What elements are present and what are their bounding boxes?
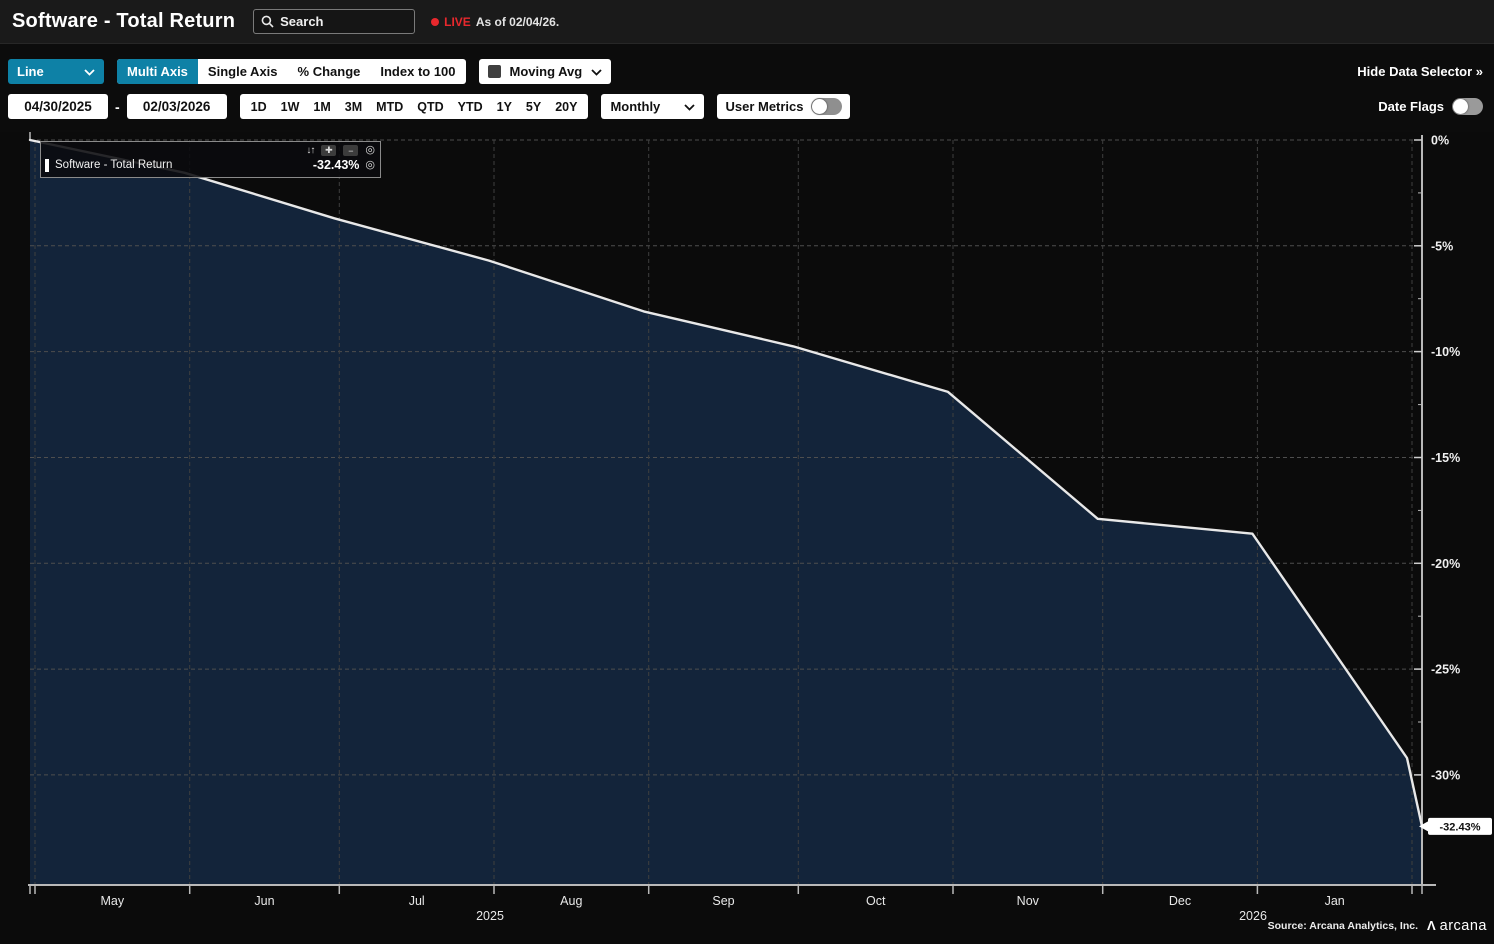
axis-mode-index-to-100[interactable]: Index to 100 — [380, 64, 456, 79]
series-line[interactable] — [28, 138, 1424, 828]
svg-text:-10%: -10% — [1431, 345, 1460, 359]
svg-text:0%: 0% — [1431, 134, 1449, 148]
chart-type-value: Line — [17, 64, 44, 79]
user-metrics-toggle[interactable] — [810, 98, 842, 115]
svg-text:Oct: Oct — [866, 894, 886, 908]
end-date-input[interactable]: 02/03/2026 — [126, 94, 227, 119]
svg-text:-5%: -5% — [1431, 239, 1453, 253]
axis-mode-segmented-control: Multi Axis Single Axis % Change Index to 10… — [117, 59, 466, 84]
date-flags-control: Date Flags — [1378, 98, 1483, 115]
svg-text:Nov: Nov — [1017, 894, 1040, 908]
range-1w[interactable]: 1W — [280, 99, 300, 114]
svg-text:-20%: -20% — [1431, 557, 1460, 571]
svg-text:Jun: Jun — [254, 894, 274, 908]
page-title: Software - Total Return — [12, 10, 236, 32]
series-swatch-icon — [487, 65, 501, 78]
frequency-value: Monthly — [610, 99, 661, 114]
svg-text:-15%: -15% — [1431, 451, 1460, 465]
last-value-flag: -32.43% — [1419, 817, 1492, 835]
axis-mode-multi-axis[interactable]: Multi Axis — [117, 59, 198, 84]
chart-legend: ↓↑ ✚ − ◎ Software - Total Return -32.43%… — [40, 141, 381, 178]
svg-text:May: May — [100, 894, 124, 908]
svg-text:-25%: -25% — [1431, 663, 1460, 677]
legend-series-row[interactable]: Software - Total Return -32.43% ◎ — [45, 157, 375, 173]
svg-text:-30%: -30% — [1431, 768, 1460, 782]
chart-canvas: 0% -5% -10% -15% -20% -25% -30% May Jun Jul Aug Sep… — [28, 132, 1492, 923]
hide-data-selector-button[interactable]: Hide Data Selector » — [1357, 64, 1483, 79]
visibility-all-icon[interactable]: ◎ — [365, 144, 375, 156]
start-date-input[interactable]: 04/30/2025 — [8, 94, 108, 119]
range-1d[interactable]: 1D — [250, 99, 267, 114]
frequency-select[interactable]: Monthly — [601, 94, 705, 119]
user-metrics-control: User Metrics — [717, 94, 850, 119]
range-mtd[interactable]: MTD — [376, 99, 404, 114]
axis-mode-single-axis[interactable]: Single Axis — [207, 64, 278, 79]
header-bar: Software - Total Return Search LIVE As o… — [0, 0, 1494, 44]
chart-area: 0% -5% -10% -15% -20% -25% -30% May Jun Jul Aug Sep… — [0, 132, 1494, 944]
overlay-value: Moving Avg — [509, 64, 583, 79]
toolbar-row-1: Line Multi Axis Single Axis % Change Index … — [8, 59, 612, 84]
chevron-down-icon — [684, 99, 696, 114]
svg-text:Dec: Dec — [1169, 894, 1191, 908]
range-1m[interactable]: 1M — [313, 99, 331, 114]
chart-footer: Source: Arcana Analytics, Inc. Λ arcana — [1268, 919, 1487, 934]
move-icon[interactable]: ✚ — [321, 145, 337, 156]
svg-text:Jan: Jan — [1325, 894, 1345, 908]
as-of-date: As of 02/04/26. — [475, 14, 560, 29]
toolbar-row-2: 04/30/2025 - 02/03/2026 1D 1W 1M 3M MTD QTD YT… — [8, 94, 850, 119]
date-flags-toggle[interactable] — [1452, 98, 1483, 115]
svg-text:Aug: Aug — [560, 894, 582, 908]
range-ytd[interactable]: YTD — [457, 99, 483, 114]
date-flags-label: Date Flags — [1378, 99, 1444, 114]
arcana-brand-name: arcana — [1439, 918, 1487, 934]
series-color-marker — [45, 158, 49, 172]
source-attribution: Source: Arcana Analytics, Inc. — [1267, 920, 1418, 933]
svg-text:Jul: Jul — [409, 894, 425, 908]
search-input[interactable]: Search — [253, 9, 416, 34]
range-3m[interactable]: 3M — [344, 99, 363, 114]
legend-toolbar: ↓↑ ✚ − ◎ — [45, 144, 375, 157]
range-preset-group: 1D 1W 1M 3M MTD QTD YTD 1Y 5Y 20Y — [239, 94, 589, 119]
chart-type-select[interactable]: Line — [8, 59, 104, 84]
svg-text:2026: 2026 — [1239, 909, 1267, 923]
svg-text:2025: 2025 — [476, 909, 504, 923]
live-label: LIVE — [444, 14, 471, 29]
series-value: -32.43% — [312, 158, 360, 172]
range-qtd[interactable]: QTD — [417, 99, 444, 114]
search-icon — [261, 15, 274, 28]
chevron-down-icon — [84, 64, 95, 79]
series-area — [30, 140, 1422, 885]
svg-text:Sep: Sep — [712, 894, 734, 908]
search-placeholder: Search — [280, 14, 324, 29]
arcana-logo: Λ arcana — [1427, 919, 1487, 934]
date-range-separator: - — [115, 98, 120, 115]
range-1y[interactable]: 1Y — [496, 99, 512, 114]
user-metrics-label: User Metrics — [725, 99, 804, 114]
arcana-mark-icon: Λ — [1426, 918, 1436, 933]
svg-text:-32.43%: -32.43% — [1440, 821, 1481, 833]
toggle-knob — [811, 99, 827, 114]
overlay-select[interactable]: Moving Avg — [478, 59, 612, 84]
axis-mode-change[interactable]: % Change — [297, 64, 361, 79]
sort-icon[interactable]: ↓↑ — [306, 144, 315, 156]
toggle-knob — [1453, 99, 1468, 114]
chevron-down-icon — [591, 64, 602, 79]
minimize-icon[interactable]: − — [343, 145, 359, 156]
series-name: Software - Total Return — [55, 159, 173, 171]
range-20y[interactable]: 20Y — [555, 99, 578, 114]
live-status: LIVE As of 02/04/26. — [431, 15, 559, 29]
series-visibility-icon[interactable]: ◎ — [365, 158, 375, 171]
live-dot-icon — [431, 17, 440, 26]
range-5y[interactable]: 5Y — [525, 99, 542, 114]
